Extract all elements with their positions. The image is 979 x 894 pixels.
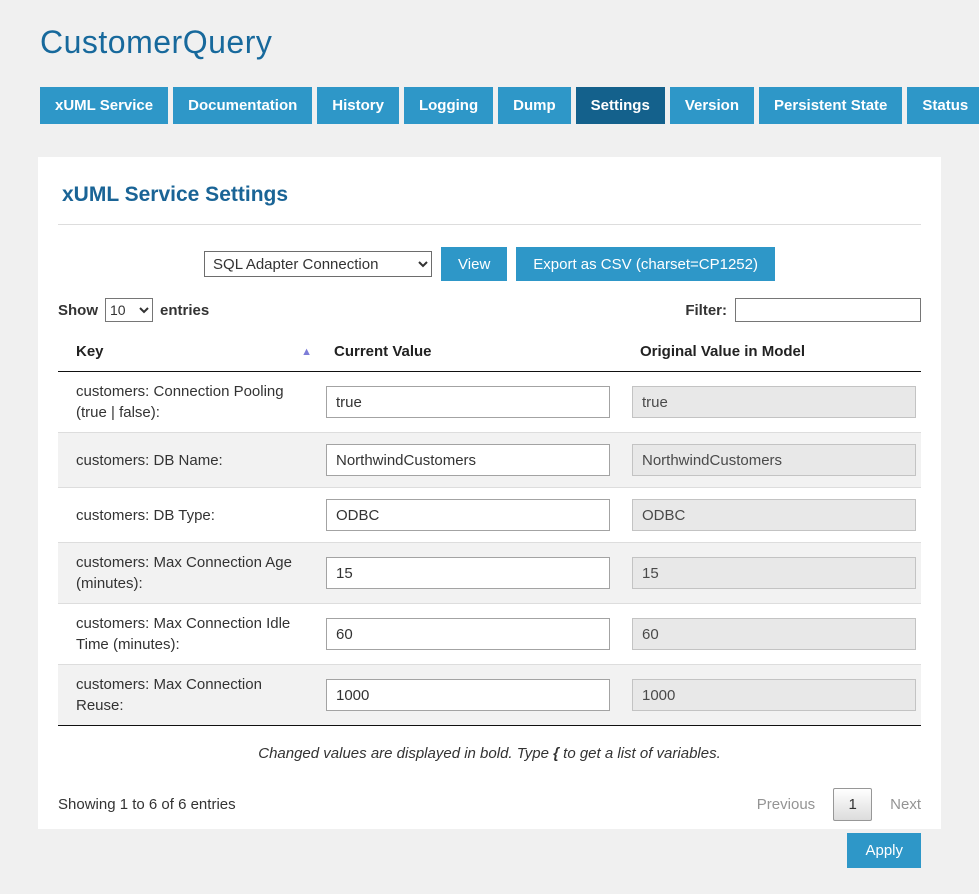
pagination: Previous 1 Next: [757, 788, 921, 821]
tab-documentation[interactable]: Documentation: [173, 87, 313, 124]
original-value-input: [632, 499, 916, 531]
current-value-input[interactable]: [326, 679, 610, 711]
current-value-input[interactable]: [326, 386, 610, 418]
table-header-row: Key ▲ Current Value Original Value in Mo…: [58, 334, 921, 372]
current-value-input[interactable]: [326, 444, 610, 476]
original-value-input: [632, 679, 916, 711]
settings-table: Key ▲ Current Value Original Value in Mo…: [58, 334, 921, 726]
column-header-key[interactable]: Key ▲: [58, 334, 326, 372]
column-header-original-value[interactable]: Original Value in Model: [632, 334, 921, 372]
original-value-input: [632, 386, 916, 418]
current-value-input[interactable]: [326, 618, 610, 650]
tab-status[interactable]: Status: [907, 87, 979, 124]
settings-table-body: customers: Connection Pooling (true | fa…: [58, 372, 921, 726]
table-footer: Showing 1 to 6 of 6 entries Previous 1 N…: [58, 788, 921, 821]
tab-version[interactable]: Version: [669, 87, 755, 124]
pagination-page-1[interactable]: 1: [833, 788, 873, 821]
show-label: Show: [58, 301, 98, 319]
current-value-input[interactable]: [326, 557, 610, 589]
tab-history[interactable]: History: [317, 87, 399, 124]
column-header-current-value[interactable]: Current Value: [326, 334, 632, 372]
tab-persistent-state[interactable]: Persistent State: [759, 87, 903, 124]
filter-label: Filter:: [685, 301, 727, 319]
export-csv-button[interactable]: Export as CSV (charset=CP1252): [516, 247, 775, 281]
tab-dump[interactable]: Dump: [498, 87, 571, 124]
changed-values-note: Changed values are displayed in bold. Ty…: [258, 745, 721, 762]
row-key-label: customers: Max Connection Reuse:: [76, 676, 262, 714]
view-button[interactable]: View: [441, 247, 508, 281]
table-row: customers: Max Connection Idle Time (min…: [58, 603, 921, 665]
setting-category-select[interactable]: SQL Adapter Connection: [204, 251, 433, 277]
table-row: customers: Max Connection Reuse:: [58, 664, 921, 726]
tab-logging[interactable]: Logging: [403, 87, 494, 124]
pagination-previous[interactable]: Previous: [756, 796, 816, 813]
tab-settings[interactable]: Settings: [575, 87, 665, 124]
original-value-input: [632, 618, 916, 650]
controls-row: SQL Adapter Connection View Export as CS…: [58, 247, 921, 281]
original-value-input: [632, 557, 916, 589]
row-key-label: customers: DB Type:: [76, 506, 215, 524]
table-row: customers: DB Name:: [58, 432, 921, 488]
table-row: customers: Max Connection Age (minutes):: [58, 542, 921, 604]
table-row: customers: Connection Pooling (true | fa…: [58, 372, 921, 433]
pagination-next[interactable]: Next: [890, 796, 921, 813]
entries-filter-row: Show 10 entries Filter:: [58, 298, 921, 322]
original-value-input: [632, 444, 916, 476]
show-entries-control: Show 10 entries: [58, 298, 209, 322]
page-title: xUML Service Settings: [58, 157, 921, 225]
entries-label: entries: [160, 301, 210, 319]
app-title: CustomerQuery: [40, 24, 273, 60]
current-value-input[interactable]: [326, 499, 610, 531]
row-key-label: customers: DB Name:: [76, 451, 223, 469]
sort-ascending-icon: ▲: [301, 346, 312, 358]
tab-xuml-service[interactable]: xUML Service: [40, 87, 169, 124]
row-key-label: customers: Connection Pooling (true | fa…: [76, 383, 284, 421]
row-key-label: customers: Max Connection Idle Time (min…: [76, 615, 291, 653]
page-length-select[interactable]: 10: [105, 298, 153, 322]
showing-info: Showing 1 to 6 of 6 entries: [58, 796, 236, 813]
tab-bar: xUML Service Documentation History Logging D…: [40, 87, 979, 124]
page: CustomerQuery xUML Service Documentation H…: [0, 24, 979, 894]
table-row: customers: DB Type:: [58, 487, 921, 543]
filter-control: Filter:: [685, 298, 921, 322]
row-key-label: customers: Max Connection Age (minutes):: [76, 554, 292, 592]
apply-button[interactable]: Apply: [847, 833, 921, 868]
settings-panel: xUML Service Settings SQL Adapter Connec…: [38, 157, 941, 868]
apply-row: Apply: [58, 833, 921, 868]
filter-input[interactable]: [735, 298, 921, 322]
